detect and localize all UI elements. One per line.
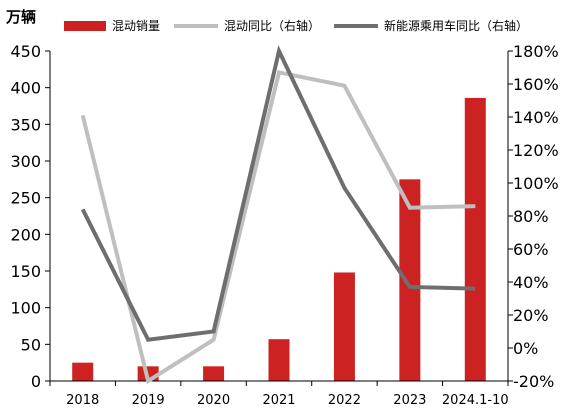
legend-item-nev-yoy: 新能源乘用车同比（右轴） [334, 17, 528, 34]
bar-hybrid-sales-2020 [203, 366, 225, 381]
x-axis-tick-label: 2019 [132, 393, 165, 408]
legend-item-hybrid-sales: 混动销量 [64, 17, 160, 34]
left-axis-tick-label: 200 [10, 225, 41, 244]
right-axis-tick-label: 60% [513, 240, 549, 259]
left-axis-unit-label: 万辆 [6, 8, 37, 26]
x-axis-tick-label: 2023 [393, 393, 426, 408]
bar-hybrid-sales-2022 [333, 272, 355, 381]
x-axis-tick-label: 2022 [328, 393, 361, 408]
legend-swatch-line-light [174, 23, 219, 28]
left-axis-tick-label: 100 [10, 299, 41, 318]
left-axis-tick-label: 250 [10, 189, 41, 208]
left-axis-tick-label: 50 [21, 335, 41, 354]
left-axis-tick-label: 400 [10, 79, 41, 98]
right-axis-tick-label: 100% [513, 174, 559, 193]
right-axis-tick-label: 160% [513, 75, 559, 94]
x-axis-tick-label: 2020 [197, 393, 230, 408]
right-axis-tick-label: 20% [513, 306, 549, 325]
legend-item-hybrid-yoy: 混动同比（右轴） [174, 17, 320, 34]
legend-swatch-bar [64, 20, 106, 31]
bar-hybrid-sales-2023 [399, 179, 421, 381]
left-axis-tick-label: 450 [10, 42, 41, 61]
right-axis-tick-label: 40% [513, 273, 549, 292]
bar-hybrid-sales-2021 [268, 339, 290, 381]
legend-label-hybrid-sales: 混动销量 [112, 19, 161, 33]
x-axis-tick-label: 2024.1-10 [442, 393, 509, 408]
right-axis-tick-label: 0% [513, 339, 538, 358]
left-axis-tick-label: 350 [10, 115, 41, 134]
right-axis-tick-label: 180% [513, 42, 559, 61]
x-axis-tick-label: 2021 [262, 393, 295, 408]
legend-swatch-line-dark [334, 23, 379, 28]
right-axis-tick-label: 80% [513, 207, 549, 226]
legend-label-hybrid-yoy: 混动同比（右轴） [224, 19, 321, 33]
bar-hybrid-sales-2018 [72, 362, 94, 381]
bar-hybrid-sales-2024.1-10 [464, 97, 486, 381]
right-axis-tick-label: 120% [513, 141, 559, 160]
right-axis-tick-label: 140% [513, 108, 559, 127]
left-axis-tick-label: 150 [10, 262, 41, 281]
legend: 混动销量 混动同比（右轴） 新能源乘用车同比（右轴） [64, 17, 542, 34]
x-axis-tick-label: 2018 [66, 393, 99, 408]
left-axis-tick-label: 0 [31, 372, 41, 391]
left-axis-tick-label: 300 [10, 152, 41, 171]
right-axis-tick-label: -20% [513, 372, 554, 391]
legend-label-nev-yoy: 新能源乘用车同比（右轴） [384, 19, 529, 33]
